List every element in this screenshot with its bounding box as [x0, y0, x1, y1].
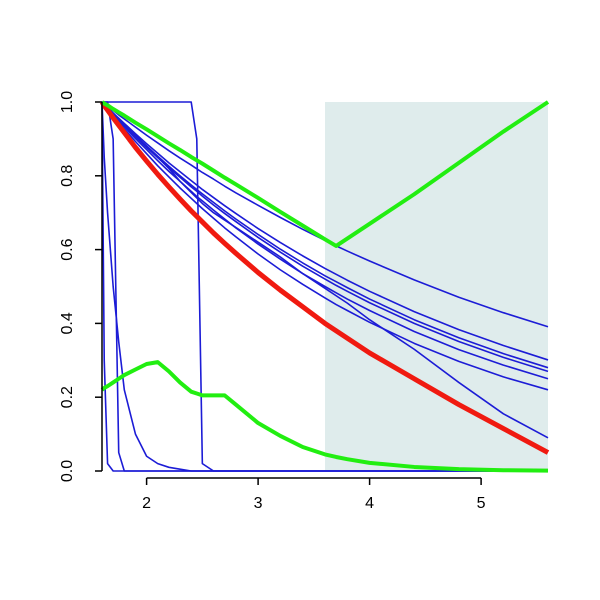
y-tick-label: 0.4 [59, 312, 76, 334]
series-line [102, 101, 548, 472]
y-tick-label: 0.0 [59, 460, 76, 482]
y-tick-label: 1.0 [59, 91, 76, 113]
y-tick-label: 0.6 [59, 238, 76, 260]
x-tick-label: 4 [365, 495, 374, 512]
x-tick-label: 2 [142, 495, 151, 512]
x-tick-label: 3 [254, 495, 263, 512]
series-line [101, 101, 549, 439]
series-line [101, 101, 549, 328]
series-line [99, 100, 550, 455]
series-line [100, 100, 550, 248]
y-tick-label: 0.2 [59, 386, 76, 408]
y-tick-label: 0.8 [59, 165, 76, 187]
x-tick-label: 5 [477, 495, 486, 512]
series-line [101, 101, 549, 380]
shaded-region [325, 102, 548, 471]
series-line [100, 360, 549, 473]
